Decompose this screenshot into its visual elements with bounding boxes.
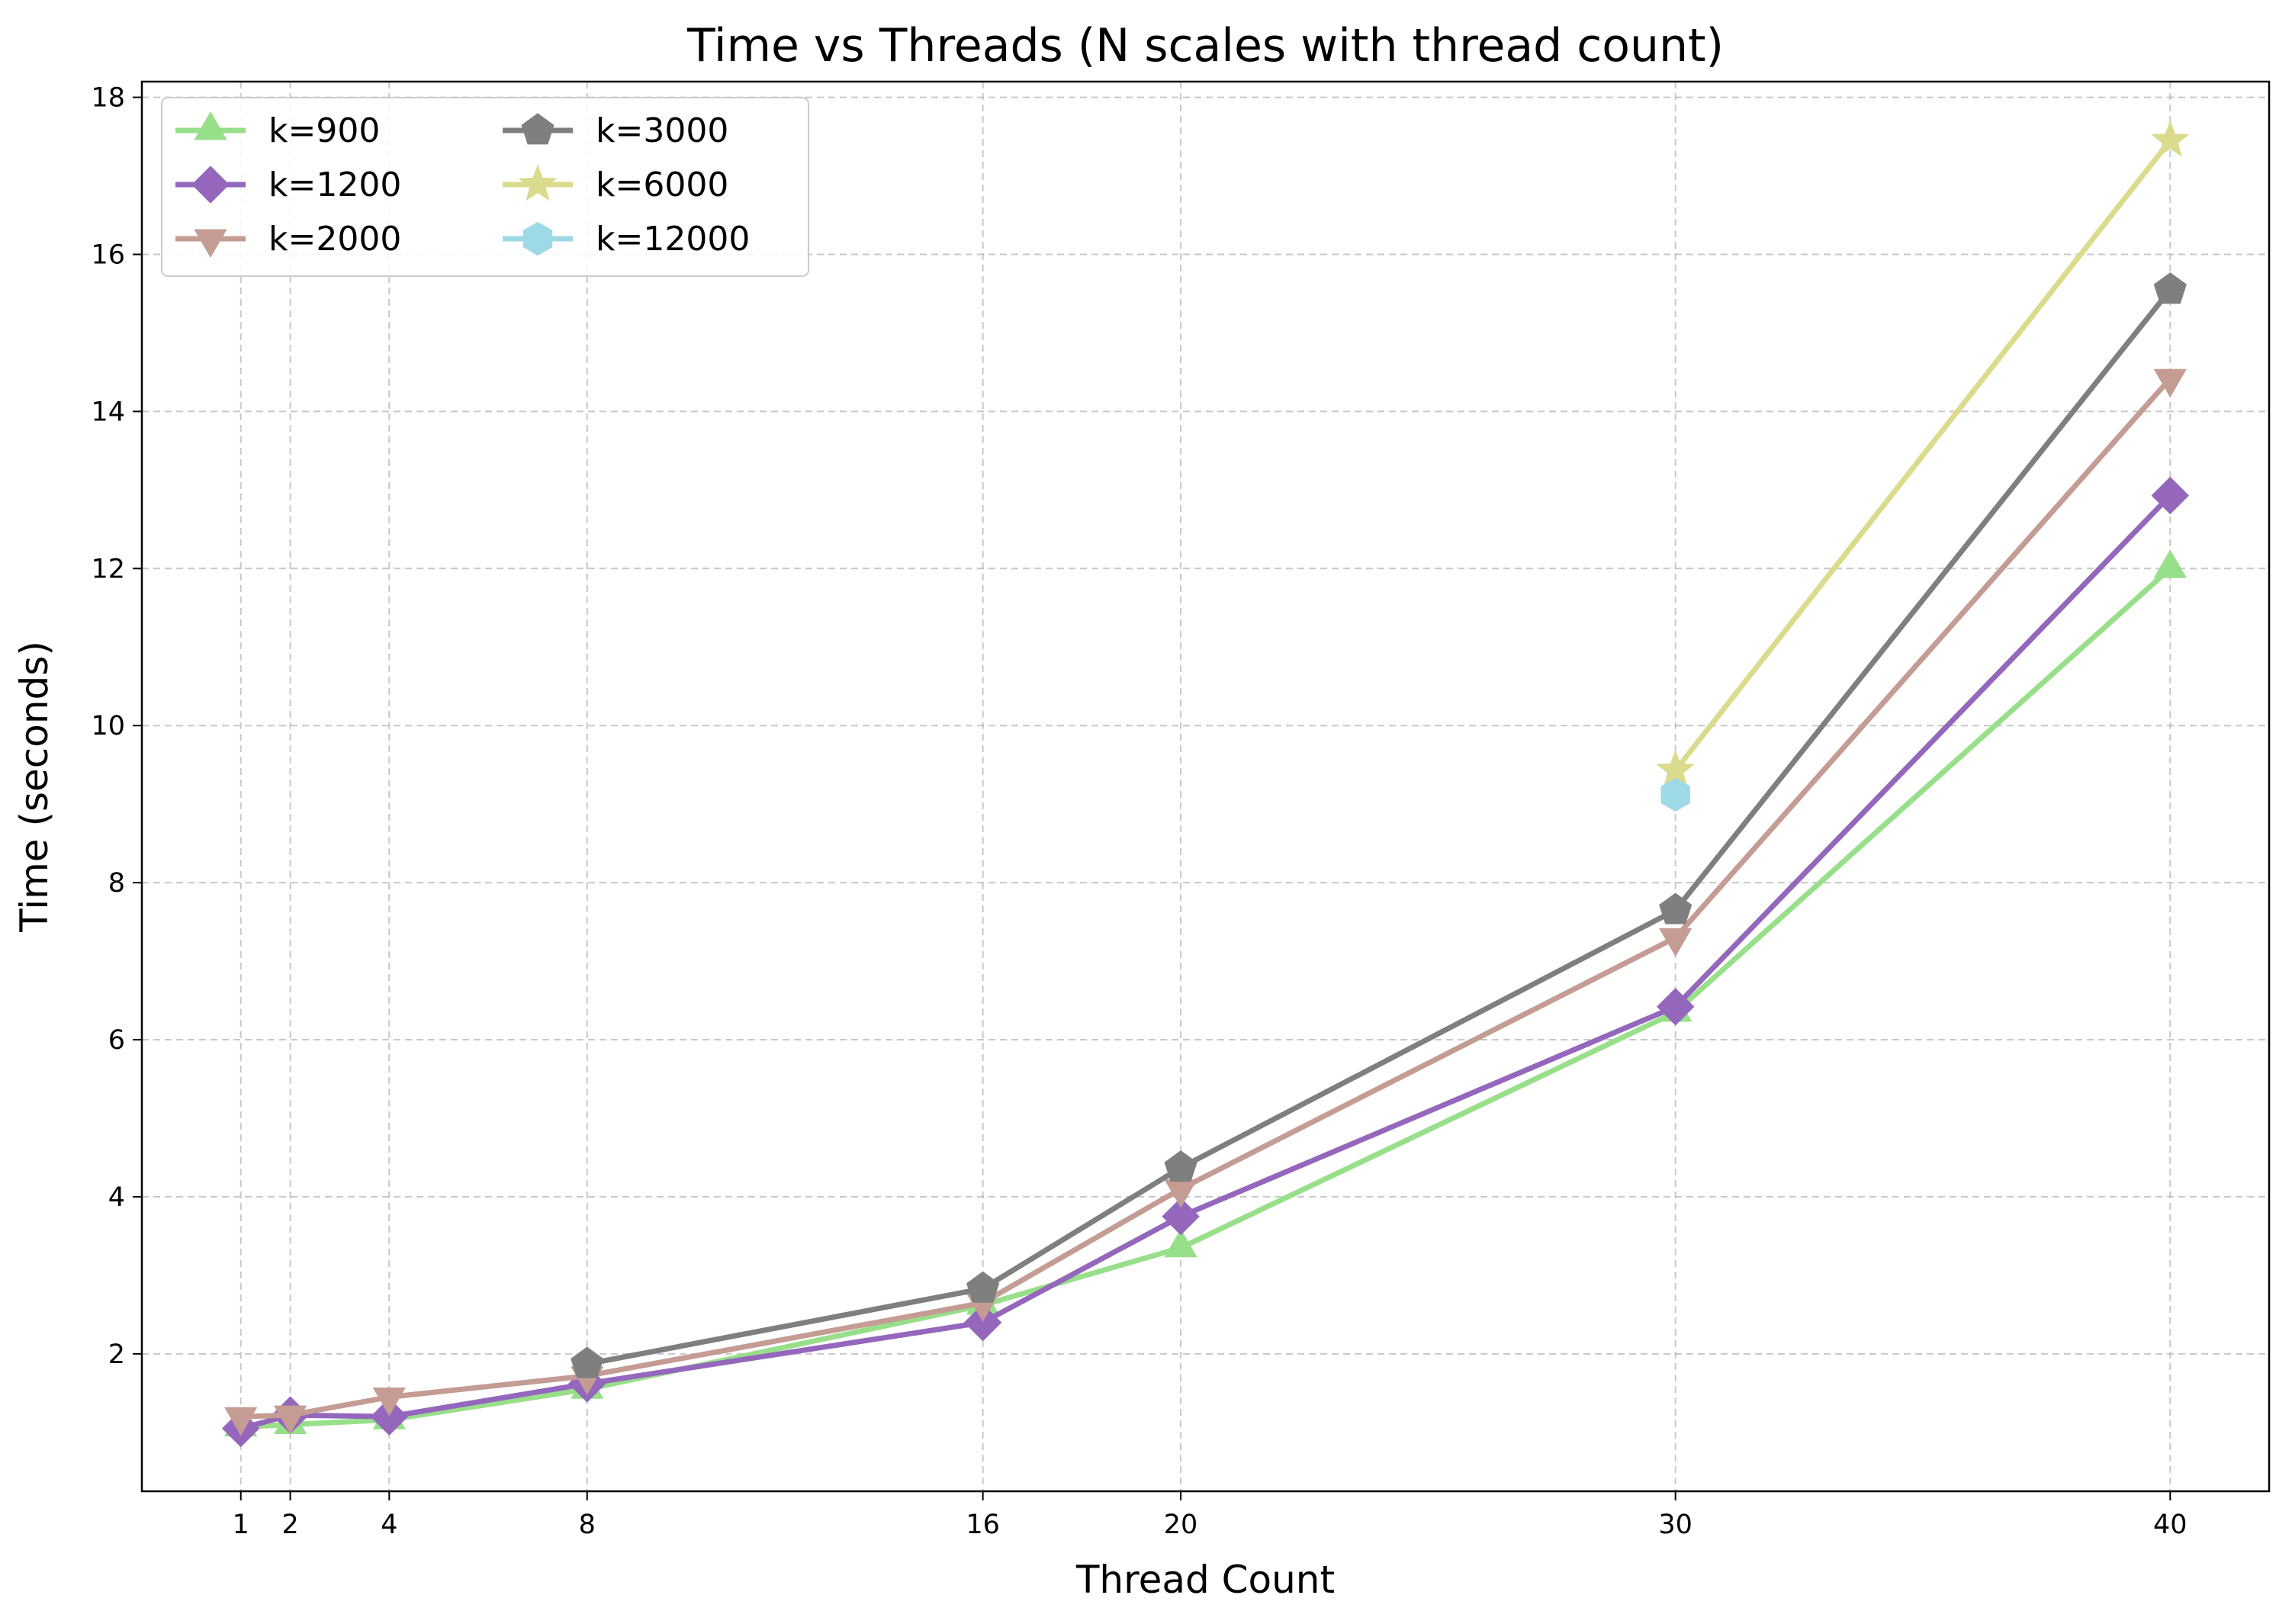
legend-marker bbox=[521, 113, 555, 145]
x-tick-label: 16 bbox=[966, 1510, 1000, 1540]
y-tick-label: 8 bbox=[108, 868, 125, 899]
x-tick-label: 30 bbox=[1658, 1510, 1692, 1540]
x-tick-label: 8 bbox=[579, 1510, 596, 1540]
y-tick-label: 10 bbox=[91, 711, 125, 741]
data-point bbox=[2153, 549, 2187, 578]
data-point bbox=[1162, 1197, 1200, 1236]
y-tick-label: 14 bbox=[91, 397, 125, 427]
legend-label: k=3000 bbox=[596, 111, 728, 150]
series-k-3000 bbox=[571, 272, 2187, 1378]
legend-label: k=6000 bbox=[596, 166, 728, 204]
legend-marker bbox=[194, 111, 227, 140]
series-line bbox=[1673, 137, 2173, 773]
data-point bbox=[370, 1397, 409, 1436]
legend-label: k=1200 bbox=[268, 166, 401, 204]
data-point bbox=[963, 1303, 1002, 1342]
x-tick-label: 4 bbox=[381, 1510, 397, 1540]
chart-title: Time vs Threads (N scales with thread co… bbox=[686, 19, 1724, 72]
y-tick-label: 16 bbox=[91, 240, 125, 270]
data-point bbox=[966, 1271, 1000, 1303]
legend-label: k=900 bbox=[268, 111, 380, 150]
y-axis-label: Time (seconds) bbox=[12, 641, 56, 933]
data-point bbox=[1660, 777, 1690, 812]
x-axis-label: Thread Count bbox=[1075, 1558, 1335, 1602]
data-point bbox=[2153, 272, 2187, 304]
y-tick-label: 18 bbox=[91, 83, 125, 114]
y-tick-label: 4 bbox=[108, 1182, 125, 1213]
x-tick-label: 1 bbox=[233, 1510, 249, 1540]
y-tick-label: 2 bbox=[108, 1339, 125, 1370]
data-point bbox=[1659, 892, 1692, 925]
series-line bbox=[238, 565, 2173, 1430]
series-k-12000 bbox=[1660, 777, 1690, 812]
series-line bbox=[238, 375, 2173, 1420]
y-tick-label: 6 bbox=[108, 1025, 125, 1056]
data-point bbox=[571, 1346, 604, 1378]
legend-item: k=6000 bbox=[503, 164, 728, 204]
legend: k=900 k=1200 k=2000 k=3000 k=6000 k=12000 bbox=[161, 97, 809, 277]
series-k-1200 bbox=[221, 476, 2190, 1448]
data-point bbox=[273, 1405, 307, 1435]
data-point bbox=[2153, 368, 2187, 398]
legend-marker bbox=[194, 229, 227, 258]
data-point bbox=[1656, 988, 1695, 1026]
legend-item: k=1200 bbox=[175, 166, 401, 204]
legend-item: k=12000 bbox=[503, 220, 750, 259]
x-tick-label: 40 bbox=[2153, 1510, 2188, 1540]
y-tick-label: 12 bbox=[91, 554, 125, 584]
legend-box bbox=[161, 97, 809, 277]
data-point bbox=[224, 1407, 258, 1436]
legend-marker bbox=[191, 166, 230, 204]
legend-label: k=12000 bbox=[596, 220, 750, 259]
series-k-6000 bbox=[1656, 120, 2190, 787]
legend-item: k=900 bbox=[175, 111, 380, 150]
x-tick-label: 20 bbox=[1164, 1510, 1198, 1540]
legend-item: k=3000 bbox=[503, 111, 728, 150]
legend-item: k=2000 bbox=[175, 220, 401, 259]
legend-label: k=2000 bbox=[268, 220, 401, 259]
data-point bbox=[372, 1388, 406, 1417]
legend-marker bbox=[522, 221, 553, 256]
legend-marker bbox=[518, 164, 558, 201]
x-tick-label: 2 bbox=[281, 1510, 298, 1540]
series-layer bbox=[221, 120, 2190, 1448]
grid bbox=[142, 82, 2269, 1491]
data-point bbox=[2151, 476, 2190, 515]
data-point bbox=[1164, 1228, 1197, 1258]
data-point bbox=[1659, 928, 1692, 957]
plot-area-frame bbox=[140, 80, 2271, 1493]
data-point bbox=[2150, 120, 2190, 157]
data-point bbox=[1164, 1150, 1197, 1182]
